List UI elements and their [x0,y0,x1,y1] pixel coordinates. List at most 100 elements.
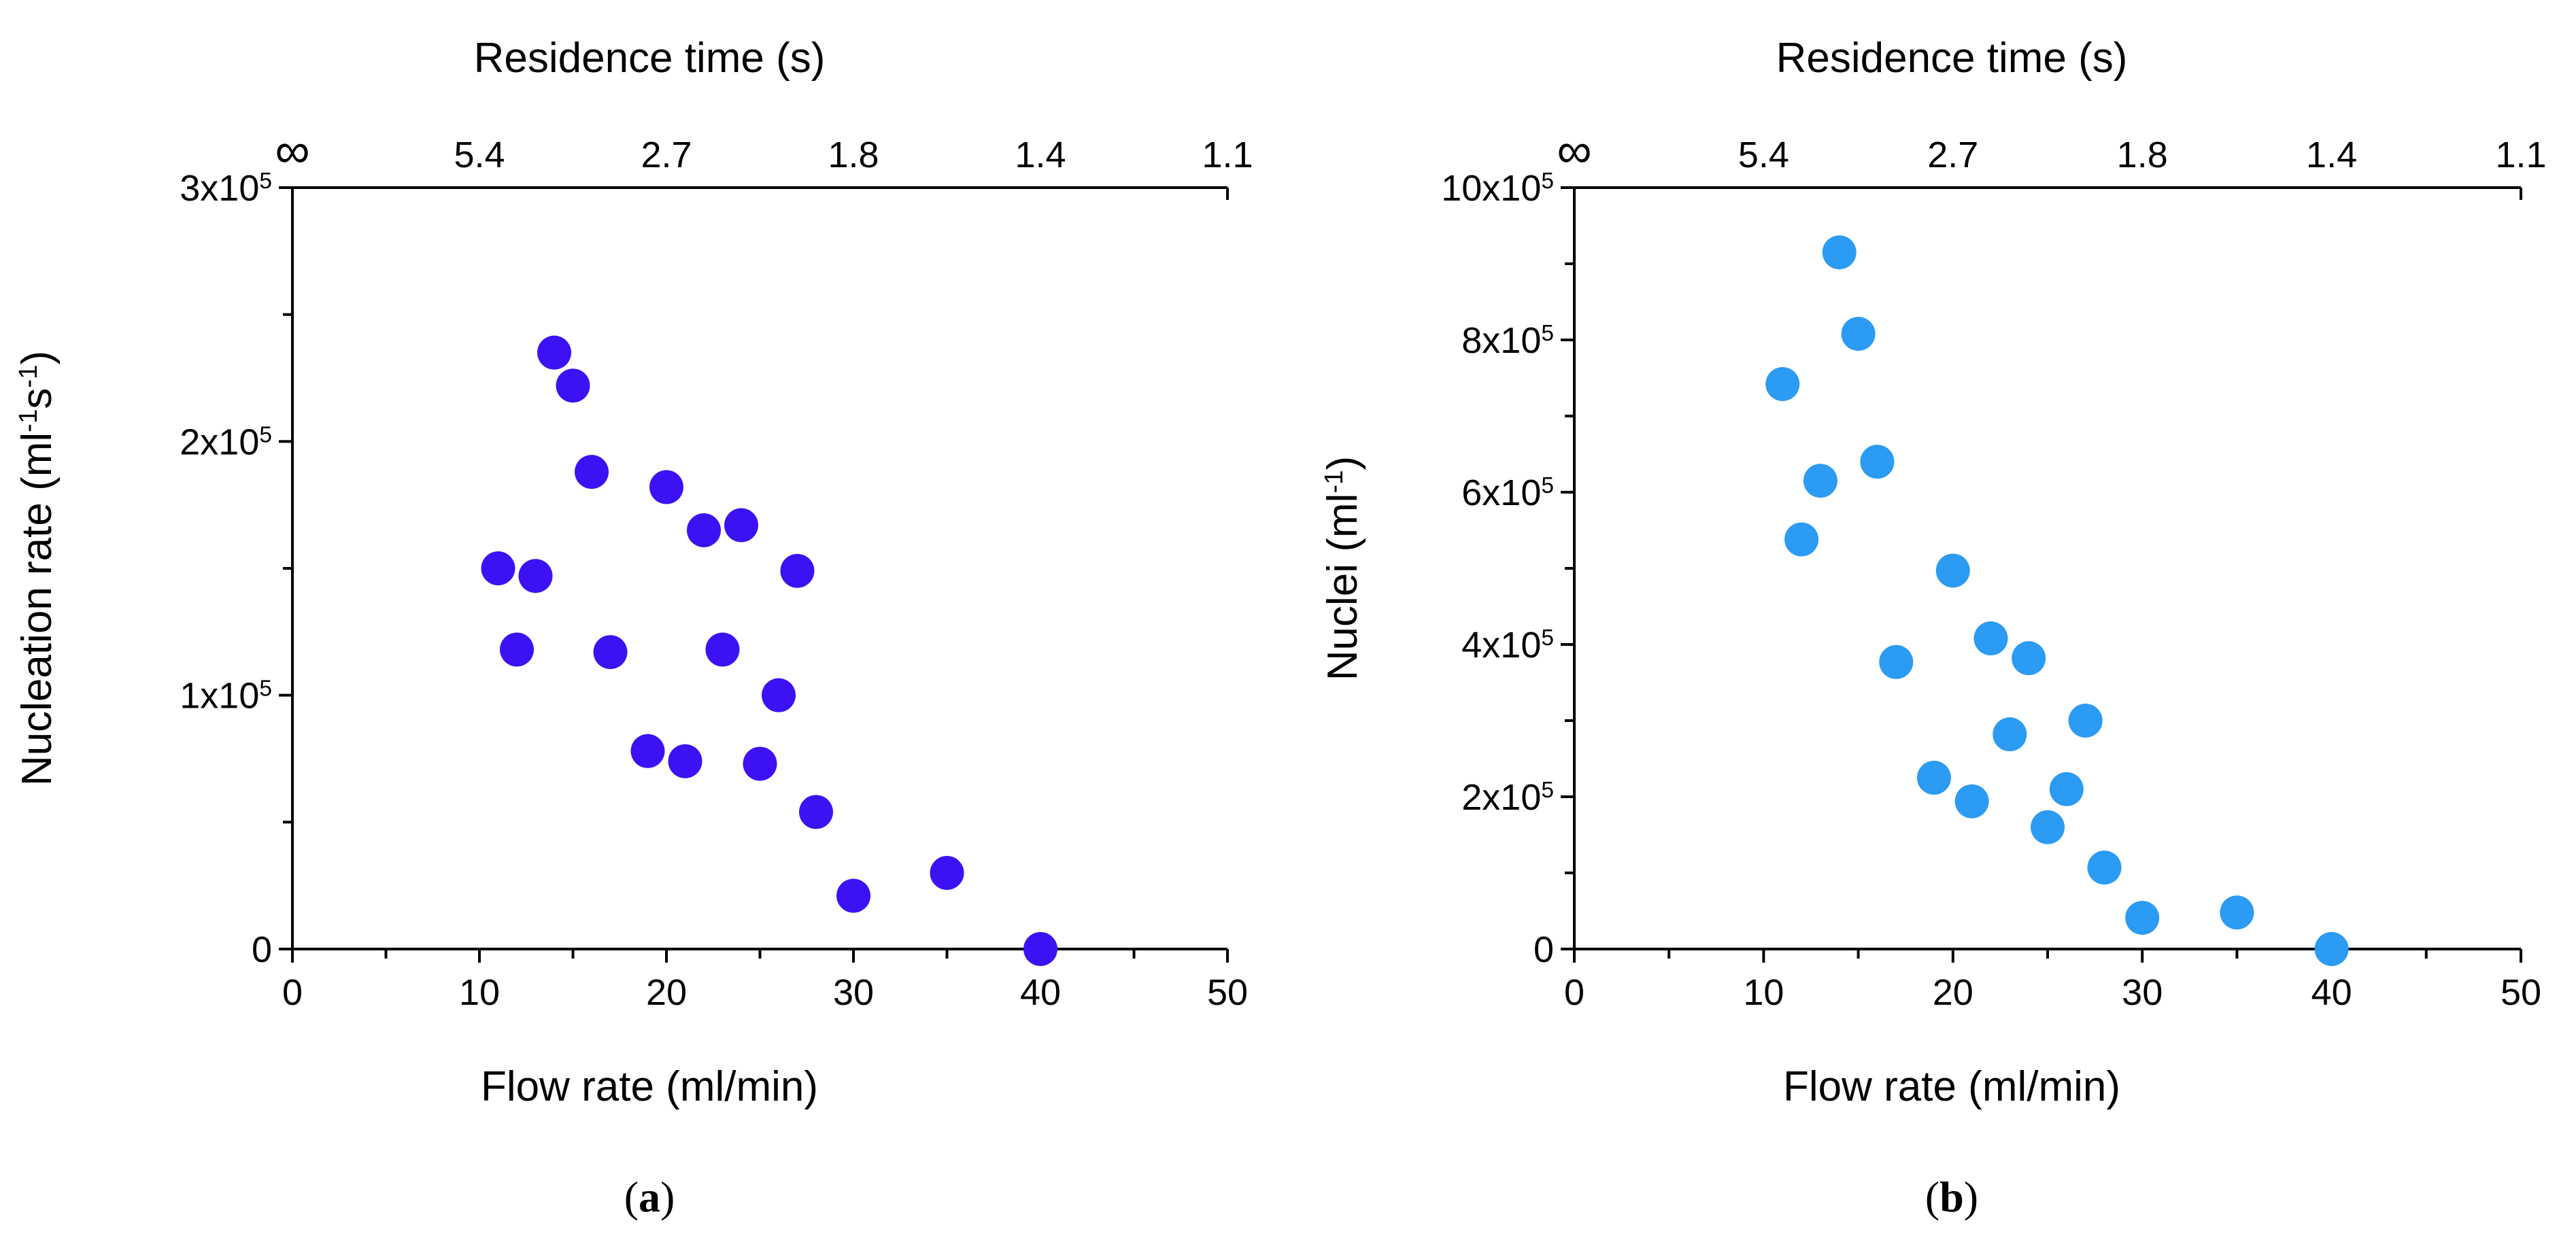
data-point [1916,761,1951,795]
data-point [743,746,777,781]
label-part: ( [1925,1173,1939,1221]
x-tick-label: 20 [1933,972,1973,1013]
secondary-tick-label: 2.7 [641,135,692,175]
x-axis-title: Flow rate (ml/min) [1783,1063,2120,1110]
superscript: 5 [259,676,272,701]
label-part: 3x10 [180,168,259,209]
y-tick-label: 8x105 [1461,320,1554,361]
y-tick-label: 4x105 [1461,625,1554,666]
data-point [556,368,590,403]
label-part: 2x10 [1461,777,1541,818]
x-tick-label: 0 [1564,972,1584,1013]
data-point [1023,932,1057,966]
label-part: Nuclei (ml [1319,494,1366,681]
data-point [2049,772,2084,806]
y-axis-title: Nuclei (ml-1) [1319,456,1367,681]
data-point [1841,317,1876,351]
data-point [1935,553,1970,588]
data-point [518,559,553,593]
data-point [2068,704,2103,738]
superscript: 5 [259,422,272,447]
label-part: ) [1319,456,1366,470]
secondary-axis-title: Residence time (s) [474,35,826,82]
data-point [930,856,964,890]
secondary-tick-label: 2.7 [1927,135,1978,175]
y-axis-title: Nucleation rate (ml-1s-1) [14,351,61,786]
data-point [780,553,815,588]
label-part: Nucleation rate (ml [14,432,61,786]
y-tick-label: 6x105 [1461,472,1554,513]
superscript: -1 [14,409,43,432]
data-point [630,734,665,768]
label-part: 4x10 [1461,625,1541,666]
y-tick-label: 2x105 [180,421,272,462]
x-tick-label: 20 [646,972,687,1013]
superscript: 5 [1541,473,1554,498]
x-tick-label: 30 [2122,972,2163,1013]
panel-label: (b) [1925,1173,1978,1221]
label-part: ) [14,351,61,365]
y-tick-label: 0 [1533,929,1554,970]
label-part: 0 [252,929,272,970]
y-tick-label: 2x105 [1461,777,1554,818]
x-tick-label: 30 [833,972,874,1013]
label-part: 0 [1533,929,1554,970]
y-tick-label: 10x105 [1441,168,1554,209]
y-tick-label: 0 [252,929,272,970]
label-part: 2x10 [180,421,259,462]
data-point [481,551,515,585]
data-point [1803,464,1837,498]
x-tick-label: 0 [282,972,303,1013]
secondary-axis-title: Residence time (s) [1776,35,2128,82]
data-point [836,878,870,913]
label-part: 8x10 [1461,320,1541,361]
secondary-tick-label: 1.4 [2306,135,2357,175]
panel-letter: a [639,1173,660,1221]
data-point [2031,810,2065,844]
label-part: ( [624,1173,639,1221]
x-axis-title: Flow rate (ml/min) [481,1063,818,1110]
panel-label: (a) [624,1173,675,1221]
data-point [762,678,796,712]
superscript: 5 [1541,625,1554,651]
data-point [575,455,609,489]
data-point [2125,901,2160,935]
data-point [705,632,740,667]
data-point [2220,895,2254,930]
label-part: ) [660,1173,675,1221]
label-part: 10x10 [1441,168,1541,209]
data-point [1879,644,1914,679]
y-tick-label: 1x105 [180,676,272,717]
data-point [593,635,628,670]
label-part: 6x10 [1461,472,1541,513]
data-point [1784,522,1819,557]
secondary-tick-label: 1.8 [828,135,879,175]
x-tick-label: 50 [2501,972,2541,1013]
x-tick-label: 50 [1207,972,1248,1013]
data-point [1993,717,2027,752]
x-tick-label: 40 [1020,972,1061,1013]
secondary-tick-label: 1.4 [1015,135,1066,175]
secondary-tick-label: 5.4 [454,135,505,175]
data-point [1954,784,1989,819]
x-tick-label: 10 [459,972,500,1013]
data-point [649,470,683,504]
label-part: 1x10 [180,676,259,717]
superscript: 5 [1541,321,1554,346]
superscript: 5 [1541,169,1554,194]
label-part: s [14,388,61,409]
data-point [1765,366,1800,401]
data-point [2012,641,2046,676]
data-point [1860,445,1895,479]
secondary-tick-label: 1.8 [2117,135,2168,175]
y-tick-label: 3x105 [180,168,272,209]
data-point [2087,850,2122,885]
secondary-tick-label: 5.4 [1738,135,1789,175]
data-point [668,744,702,778]
data-point [687,513,721,547]
superscript: 5 [259,169,272,194]
superscript: -1 [14,365,43,388]
